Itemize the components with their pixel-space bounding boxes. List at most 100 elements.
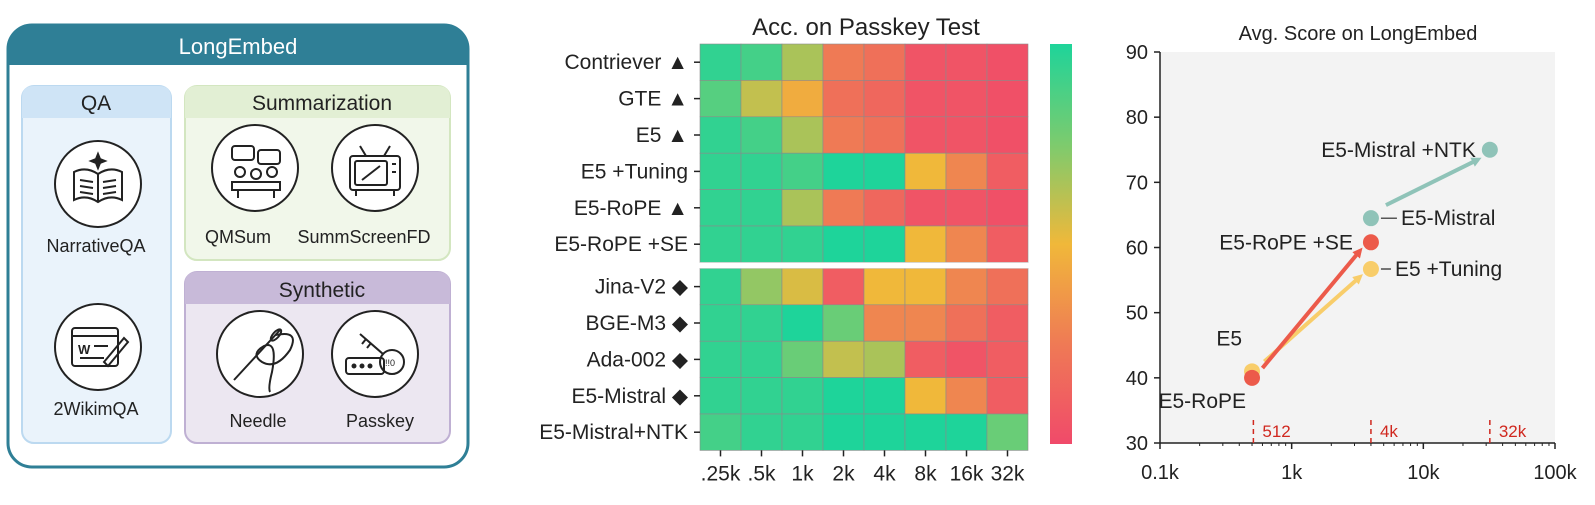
heatmap-cell [699, 80, 742, 118]
qmsum-label: QMSum [205, 227, 271, 247]
summarization-header: Summarization [252, 92, 392, 115]
heatmap-cell [863, 152, 906, 190]
scatter-arrow [1260, 247, 1363, 370]
scatter-context-label: 32k [1499, 422, 1527, 441]
scatter-point-label: E5-Mistral [1401, 207, 1496, 230]
heatmap-cell [986, 116, 1029, 154]
heatmap-row-label: Jina-V2 ◆ [595, 276, 689, 299]
synthetic-header-bar [185, 272, 450, 304]
svg-text:W: W [78, 342, 91, 357]
synthetic-group: Synthetic Needle !!0 Passkey [184, 271, 451, 444]
heatmap-row-label: E5 +Tuning [581, 160, 688, 183]
summarization-group: Summarization QMSum SummScreenFD [184, 85, 451, 261]
heatmap-cell [781, 116, 824, 154]
heatmap-cell [740, 268, 783, 306]
heatmap-cell [863, 116, 906, 154]
heatmap-cell [904, 304, 947, 342]
heatmap-cell [699, 377, 742, 415]
scatter-x-tick-label: 10k [1407, 462, 1440, 484]
heatmap-cell [986, 268, 1029, 306]
heatmap-cell [822, 377, 865, 415]
heatmap-cell [945, 116, 988, 154]
heatmap-col-label: 2k [832, 462, 855, 485]
heatmap-cell [904, 43, 947, 81]
heatmap-cell [822, 80, 865, 118]
heatmap-cell [863, 189, 906, 227]
svg-text:!!0: !!0 [385, 358, 395, 368]
scatter-arrow [1385, 157, 1482, 207]
qa-header-bar [22, 86, 171, 118]
heatmap-row-label: E5-RoPE ▲ [574, 197, 688, 220]
qa-header: QA [81, 92, 111, 115]
heatmap-cell [781, 340, 824, 378]
heatmap-cell [740, 80, 783, 118]
heatmap-cell [986, 80, 1029, 118]
qa-group: QA NarrativeQA W 2WikimQA [21, 85, 172, 444]
scatter-points [1244, 141, 1498, 386]
heatmap-cell [904, 413, 947, 451]
heatmap-row-label: Contriever ▲ [565, 51, 689, 74]
scatter-context-label: 512 [1262, 422, 1290, 441]
heatmap-cell [699, 43, 742, 81]
heatmap-cell [740, 116, 783, 154]
heatmap-row-labels: Contriever ▲ GTE ▲ E5 ▲ E5 +Tuning E5-RoPE ▲… [539, 51, 700, 444]
television-icon [331, 124, 419, 212]
scatter-point-label: E5 +Tuning [1395, 258, 1502, 281]
heatmap-row-label: GTE ▲ [618, 88, 688, 111]
heatmap-cell [822, 268, 865, 306]
summscreenfd-label: SummScreenFD [297, 227, 430, 247]
heatmap-cell [781, 152, 824, 190]
heatmap-group-separator [700, 262, 1028, 269]
heatmap-cell [699, 152, 742, 190]
heatmap-cell [904, 340, 947, 378]
heatmap-cell [945, 413, 988, 451]
scatter-y-tick-label: 50 [1126, 303, 1148, 325]
heatmap-cell [781, 304, 824, 342]
heatmap-row-label: E5 ▲ [636, 124, 688, 147]
heatmap-cell [904, 377, 947, 415]
heatmap-cell [904, 80, 947, 118]
heatmap-cell [904, 116, 947, 154]
meeting-icon-glyph [231, 145, 281, 198]
panel-title-bar [8, 25, 468, 65]
scatter-point [1362, 261, 1379, 278]
heatmap-cell [781, 43, 824, 81]
heatmap-cell [740, 43, 783, 81]
heatmap-cell [781, 189, 824, 227]
heatmap-cell [945, 189, 988, 227]
scatter-point [1244, 369, 1261, 386]
heatmap-cell [945, 377, 988, 415]
panel-title: LongEmbed [179, 34, 298, 59]
scatter-labels: E5 E5-RoPE E5 +Tuning E5-RoPE +SE E5-Mistral… [1158, 139, 1502, 413]
heatmap-col-label: 1k [791, 462, 814, 485]
heatmap-cell [740, 340, 783, 378]
needle-icon-glyph [233, 328, 294, 393]
heatmap-cell [945, 268, 988, 306]
heatmap-cell [904, 152, 947, 190]
scatter-vlines: 512 4k 32k [1252, 420, 1527, 443]
scatter-point-label: E5 [1216, 327, 1242, 350]
passkey-label: Passkey [346, 411, 414, 431]
heatmap-cell [781, 268, 824, 306]
heatmap-cell [986, 413, 1029, 451]
heatmap-cell [699, 225, 742, 263]
heatmap-cell [945, 340, 988, 378]
heatmap-col-label: 8k [914, 462, 937, 485]
heatmap-cell [699, 340, 742, 378]
scatter-y-tick-label: 60 [1126, 238, 1148, 260]
heatmap-cell [740, 152, 783, 190]
heatmap-cell [699, 304, 742, 342]
heatmap-cell [863, 225, 906, 263]
heatmap-cell [945, 304, 988, 342]
heatmap-cell [904, 268, 947, 306]
heatmap-cell [822, 340, 865, 378]
scatter-plot-area [1160, 52, 1555, 443]
heatmap-col-label: 16k [950, 462, 984, 485]
heatmap-cell [781, 413, 824, 451]
heatmap-row-label: BGE-M3 ◆ [586, 312, 689, 335]
key-password-icon-glyph: !!0 [345, 333, 405, 375]
heatmap-cell [740, 413, 783, 451]
needle-label: Needle [229, 411, 286, 431]
longembed-panel: LongEmbed QA NarrativeQA W [6, 23, 470, 469]
